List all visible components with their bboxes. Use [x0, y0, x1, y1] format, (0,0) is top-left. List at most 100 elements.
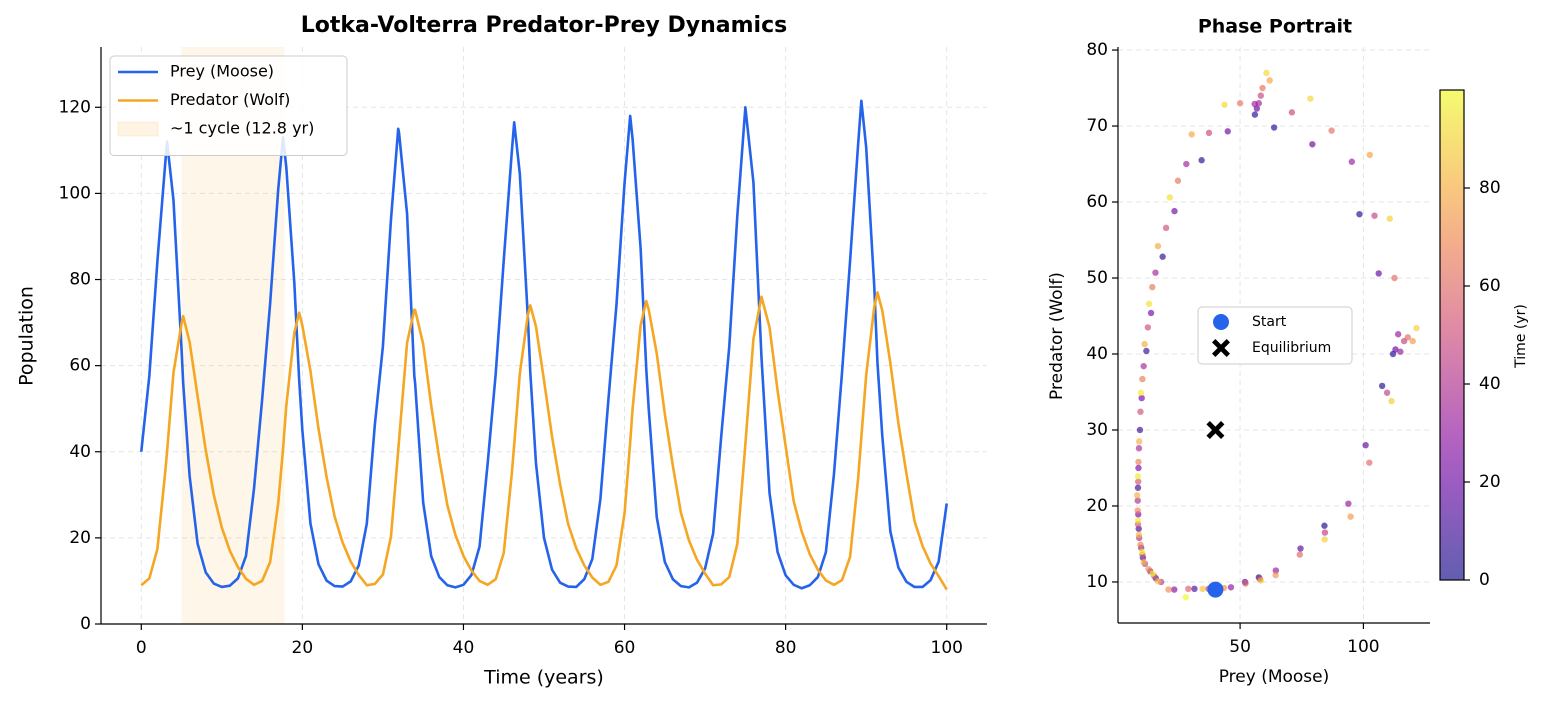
scatter-point — [1366, 151, 1374, 159]
scatter-point — [1328, 127, 1335, 134]
scatter-point — [1183, 160, 1190, 168]
scatter-point — [1356, 210, 1363, 218]
scatter-point — [1134, 517, 1142, 524]
scatter-point — [1154, 242, 1162, 250]
scatter-point — [1296, 551, 1303, 558]
scatter-point — [1221, 101, 1228, 108]
x-tick-label: 20 — [292, 638, 314, 658]
x-tick-label: 0 — [136, 638, 147, 658]
scatter-point — [1191, 585, 1198, 593]
scatter-point — [1297, 545, 1304, 552]
colorbar-tick-label: 40 — [1479, 374, 1501, 394]
colorbar-label: Time (yr) — [1513, 304, 1529, 369]
legend-label: Start — [1252, 314, 1287, 330]
scatter-point — [1182, 593, 1190, 601]
y-tick-label: 50 — [1086, 268, 1108, 288]
legend-label: Equilibrium — [1252, 340, 1331, 356]
scatter-point — [1413, 324, 1420, 332]
x-tick-label: 50 — [1229, 637, 1251, 657]
colorbar — [1439, 89, 1465, 581]
scatter-point — [1366, 459, 1373, 466]
equilibrium-marker — [1206, 420, 1225, 439]
x-tick-label: 60 — [614, 638, 636, 658]
scatter-point — [1135, 458, 1142, 466]
scatter-point — [1251, 100, 1258, 108]
scatter-point — [1227, 584, 1235, 591]
scatter-point — [1135, 531, 1143, 539]
scatter-point — [1140, 559, 1147, 566]
scatter-point — [1134, 484, 1142, 491]
scatter-point — [1136, 426, 1144, 434]
x-axis-label: Prey (Moose) — [1219, 667, 1330, 687]
y-tick-label: 20 — [69, 528, 91, 548]
y-tick-label: 60 — [1086, 192, 1108, 212]
scatter-point — [1152, 269, 1159, 276]
scatter-point — [1257, 577, 1265, 584]
scatter-point — [1348, 158, 1356, 165]
scatter-point — [1242, 580, 1249, 587]
y-tick-label: 30 — [1086, 420, 1108, 440]
scatter-point — [1288, 109, 1296, 116]
series-line — [139, 99, 949, 590]
scatter-point — [1141, 340, 1148, 348]
legend-swatch — [117, 121, 159, 137]
x-tick-label: 40 — [453, 638, 475, 658]
scatter-point — [1392, 346, 1399, 353]
scatter-point — [1362, 441, 1369, 449]
y-tick-label: 40 — [1086, 344, 1108, 364]
series-line — [140, 291, 948, 591]
scatter-point — [1259, 84, 1266, 92]
scatter-point — [1145, 300, 1153, 308]
scatter-point — [1165, 586, 1172, 593]
scatter-point — [1174, 177, 1182, 184]
scatter-point — [1263, 69, 1270, 77]
scatter-point — [1404, 334, 1412, 341]
y-tick-label: 120 — [59, 97, 91, 117]
scatter-point — [1139, 375, 1146, 383]
scatter-point — [1143, 347, 1150, 355]
scatter-point — [1188, 131, 1195, 138]
scatter-point — [1272, 567, 1280, 574]
scatter-point — [1321, 529, 1329, 536]
scatter-point — [1135, 478, 1142, 485]
scatter-point — [1185, 585, 1192, 593]
y-tick-label: 10 — [1086, 572, 1108, 592]
legend-swatch — [1213, 314, 1229, 330]
scatter-point — [1138, 394, 1145, 402]
scatter-point — [1144, 324, 1152, 331]
scatter-point — [1236, 100, 1244, 107]
scatter-point — [1162, 224, 1170, 232]
legend-label: ~1 cycle (12.8 yr) — [170, 119, 314, 138]
scatter-point — [1224, 128, 1231, 135]
legend-box — [109, 55, 348, 156]
y-tick-label: 20 — [1086, 496, 1108, 516]
scatter-point — [1198, 157, 1205, 164]
scatter-point — [1159, 253, 1166, 260]
y-tick-label: 80 — [1086, 40, 1108, 60]
chart-title: Phase Portrait — [1198, 16, 1352, 38]
scatter-point — [1309, 141, 1316, 148]
scatter-point — [1375, 270, 1382, 277]
legend-swatch — [1212, 339, 1230, 357]
scatter-point — [1171, 207, 1178, 215]
scatter-point — [1347, 513, 1354, 520]
scatter-point — [1171, 586, 1178, 593]
chart-title: Lotka-Volterra Predator-Prey Dynamics — [301, 13, 787, 38]
scatter-point — [1251, 111, 1259, 118]
scatter-point — [1371, 212, 1378, 219]
scatter-point — [1149, 570, 1156, 577]
scatter-point — [1135, 445, 1143, 452]
legend-box — [1197, 306, 1353, 365]
colorbar-tick-label: 20 — [1479, 472, 1501, 492]
legend-label: Prey (Moose) — [170, 62, 274, 81]
legend-label: Predator (Wolf) — [170, 90, 290, 109]
colorbar-tick-label: 80 — [1479, 178, 1501, 198]
scatter-point — [1134, 497, 1141, 504]
y-tick-label: 80 — [69, 270, 91, 290]
scatter-point — [1134, 473, 1142, 480]
scatter-point — [1383, 389, 1391, 396]
scatter-point — [1137, 541, 1144, 548]
y-tick-label: 60 — [69, 356, 91, 376]
y-axis-label: Population — [16, 286, 38, 386]
